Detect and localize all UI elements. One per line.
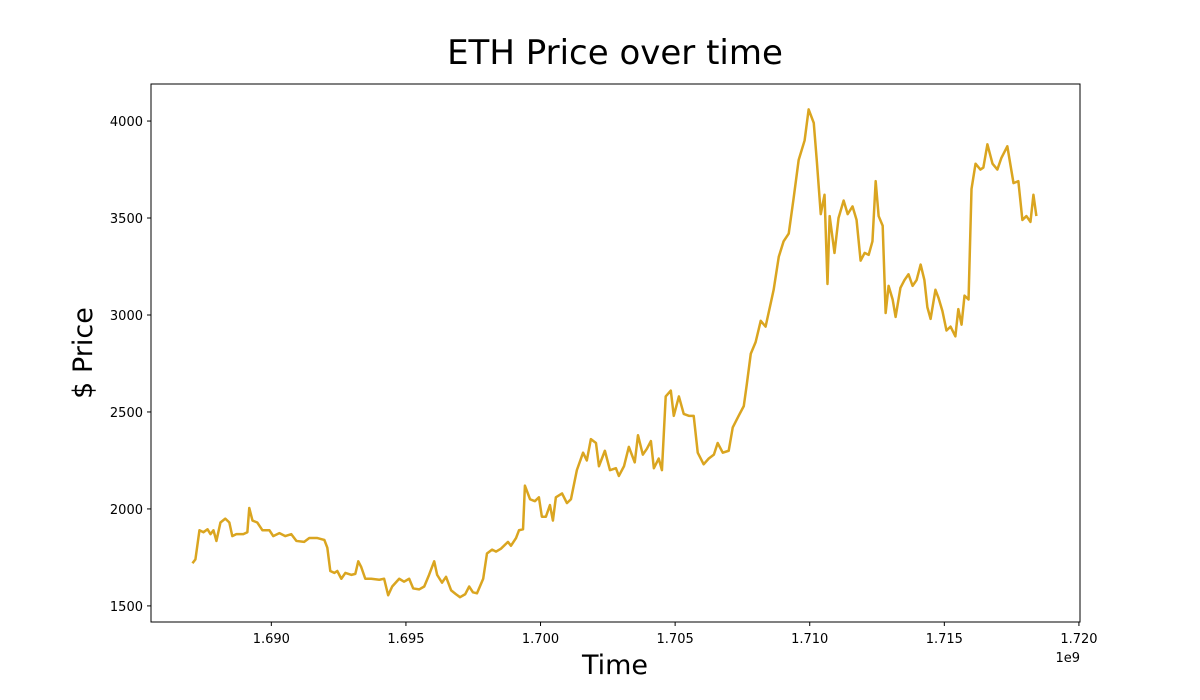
y-tick-label: 3000 xyxy=(110,309,143,324)
x-offset-label: 1e9 xyxy=(1055,651,1080,666)
y-tick-label: 2500 xyxy=(110,406,143,421)
x-tick-label: 1.705 xyxy=(657,632,694,647)
x-tick-label: 1.720 xyxy=(1060,632,1097,647)
y-tick-label: 2000 xyxy=(110,503,143,518)
plot-frame xyxy=(150,83,1081,623)
x-axis-label: Time xyxy=(581,650,648,681)
price-line xyxy=(191,108,1038,599)
x-tick-label: 1.690 xyxy=(253,632,290,647)
y-tick-label: 3500 xyxy=(110,212,143,227)
y-axis-label: $ Price xyxy=(68,307,99,399)
x-tick-label: 1.695 xyxy=(387,632,424,647)
y-tick-label: 4000 xyxy=(110,115,143,130)
x-tick-label: 1.700 xyxy=(522,632,559,647)
x-tick-label: 1.715 xyxy=(926,632,963,647)
x-tick-label: 1.710 xyxy=(791,632,828,647)
y-tick-label: 1500 xyxy=(110,600,143,615)
chart-title: ETH Price over time xyxy=(447,33,783,73)
